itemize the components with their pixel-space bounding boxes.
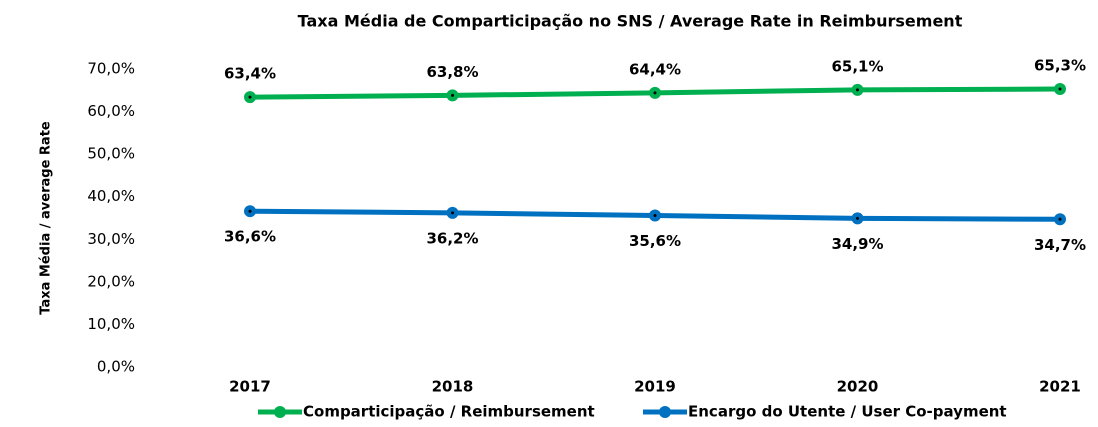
data-label: 64,4%	[629, 60, 681, 78]
data-point-dot	[451, 93, 454, 97]
data-label: 34,9%	[831, 235, 883, 253]
x-tick-label: 2018	[432, 378, 474, 396]
legend-label: Comparticipação / Reimbursement	[303, 403, 595, 421]
data-point-dot	[451, 211, 454, 215]
data-label: 63,8%	[426, 63, 478, 81]
x-tick-label: 2021	[1039, 378, 1081, 396]
legend-label: Encargo do Utente / User Co-payment	[688, 403, 1007, 421]
data-label: 65,1%	[831, 57, 883, 75]
data-label: 34,7%	[1034, 236, 1086, 254]
data-point-dot	[248, 209, 252, 213]
data-point-dot	[856, 88, 859, 92]
y-tick-label: 30,0%	[87, 230, 135, 248]
y-axis-label: Taxa Média / average Rate	[39, 121, 54, 315]
y-tick-label: 20,0%	[87, 272, 135, 290]
data-point-dot	[653, 91, 657, 95]
data-point-dot	[248, 95, 252, 99]
data-point-dot	[856, 216, 859, 220]
y-tick-label: 40,0%	[87, 187, 135, 205]
data-label: 63,4%	[224, 65, 276, 83]
data-point-dot	[1058, 87, 1062, 91]
y-tick-label: 0,0%	[97, 358, 135, 376]
x-tick-label: 2019	[634, 378, 676, 396]
y-tick-label: 60,0%	[87, 102, 135, 120]
data-label: 36,2%	[426, 229, 478, 247]
x-tick-label: 2020	[837, 378, 879, 396]
data-label: 36,6%	[224, 228, 276, 246]
data-point-dot	[1058, 217, 1062, 221]
y-tick-label: 50,0%	[87, 145, 135, 163]
data-point-dot	[653, 213, 657, 217]
y-tick-label: 10,0%	[87, 315, 135, 333]
legend-marker	[274, 406, 286, 418]
data-label: 65,3%	[1034, 57, 1086, 75]
y-tick-label: 70,0%	[87, 60, 135, 78]
chart-title: Taxa Média de Comparticipação no SNS / A…	[298, 12, 963, 31]
data-label: 35,6%	[629, 232, 681, 250]
x-tick-label: 2017	[229, 378, 271, 396]
legend-marker	[659, 406, 671, 418]
